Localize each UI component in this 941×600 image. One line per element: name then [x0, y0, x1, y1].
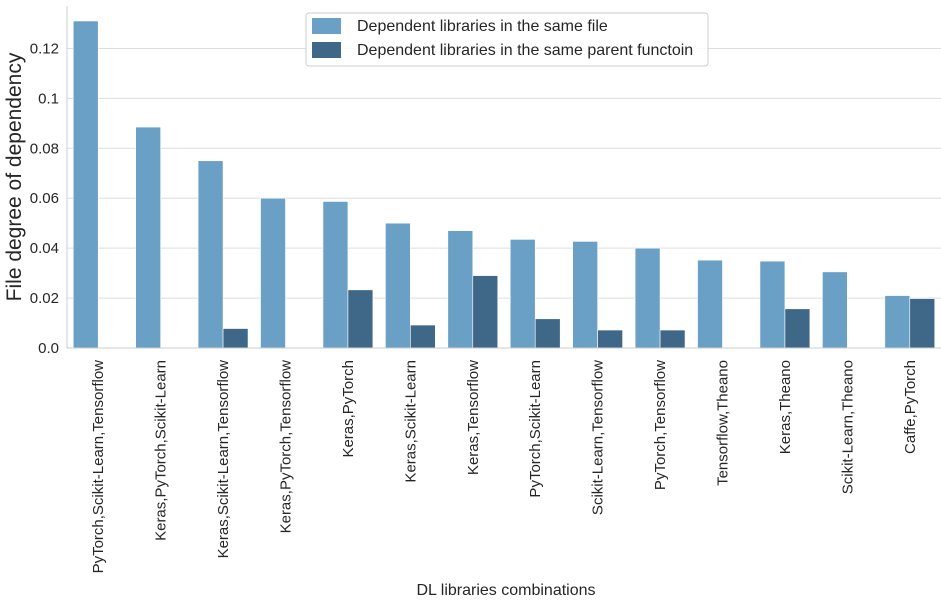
x-tick-label: Keras,Scikit-Learn — [402, 360, 419, 483]
y-tick-label: 0.1 — [38, 90, 59, 107]
bar-same-parent-function — [597, 329, 623, 349]
bar-same-parent-function — [222, 328, 249, 349]
y-tick-label: 0.0 — [38, 340, 59, 357]
bar-same-parent-function — [472, 275, 499, 349]
y-tick-label: 0.08 — [30, 140, 59, 157]
x-tick-label: Keras,PyTorch — [340, 360, 357, 458]
bar-same-file — [135, 126, 161, 349]
bar-same-file — [260, 197, 286, 349]
x-tick-label: Keras,Tensorflow — [465, 360, 482, 475]
x-tick-label: Keras,PyTorch,Tensorflow — [278, 360, 295, 534]
bar-same-parent-function — [909, 298, 936, 349]
bar-same-file — [72, 20, 99, 349]
x-tick-label: Tensorflow,Theano — [715, 360, 732, 486]
y-axis-title: File degree of dependency — [3, 52, 26, 301]
bar-same-file — [884, 295, 911, 349]
bar-same-file — [634, 247, 661, 349]
bar-same-parent-function — [659, 329, 686, 349]
x-tick-label: Keras,Scikit-Learn,Tensorflow — [215, 360, 232, 559]
bar-same-file — [385, 222, 411, 349]
legend-label-same-file: Dependent libraries in the same file — [357, 18, 608, 35]
legend-label-same-parent-function: Dependent libraries in the same parent f… — [357, 42, 693, 59]
x-axis-ticks: PyTorch,Scikit-Learn,Tensorflow Keras,PyT… — [90, 360, 919, 574]
bar-same-parent-function — [784, 308, 811, 349]
x-tick-label: Keras,Theano — [777, 360, 794, 454]
bar-same-file — [759, 260, 786, 349]
bar-same-file — [509, 239, 536, 349]
bar-same-file — [572, 241, 598, 349]
y-tick-label: 0.12 — [30, 40, 59, 57]
y-tick-label: 0.06 — [30, 190, 59, 207]
y-tick-label: 0.04 — [30, 240, 59, 257]
bar-same-file — [697, 259, 723, 349]
x-axis-title: DL libraries combinations — [416, 582, 595, 599]
bar-same-parent-function — [534, 318, 561, 349]
legend-swatch-same-parent-function — [312, 42, 341, 58]
y-tick-label: 0.02 — [30, 290, 59, 307]
plot-frame — [66, 6, 941, 349]
bar-same-parent-function — [347, 289, 374, 349]
legend: Dependent libraries in the same file Dep… — [305, 12, 709, 67]
x-tick-label: Scikit-Learn,Theano — [839, 360, 856, 494]
legend-swatch-same-file — [312, 18, 341, 34]
x-tick-label: PyTorch,Scikit-Learn,Tensorflow — [90, 360, 107, 574]
y-axis-ticks: 0.0 0.02 0.04 0.06 0.08 0.1 0.12 — [30, 40, 59, 357]
x-tick-label: PyTorch,Tensorflow — [652, 360, 669, 490]
x-tick-label: PyTorch,Scikit-Learn — [527, 360, 544, 498]
bar-same-file — [447, 230, 474, 349]
bar-same-file — [822, 271, 848, 349]
bar-same-file — [322, 201, 349, 349]
legend-box — [305, 12, 709, 67]
x-tick-label: Scikit-Learn,Tensorflow — [590, 360, 607, 515]
bars — [72, 20, 936, 349]
x-tick-label: Caffe,PyTorch — [902, 360, 919, 454]
bar-same-file — [197, 160, 224, 349]
x-tick-label: Keras,PyTorch,Scikit-Learn — [153, 360, 170, 541]
bar-same-parent-function — [410, 324, 436, 349]
